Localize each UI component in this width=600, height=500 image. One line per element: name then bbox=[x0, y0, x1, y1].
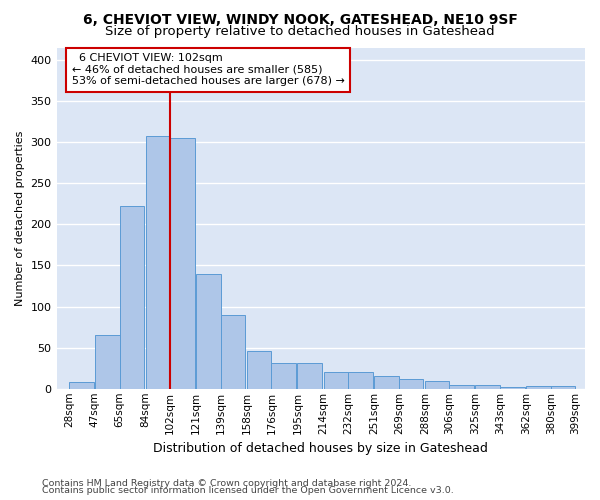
Bar bbox=[425, 380, 449, 389]
Bar bbox=[247, 351, 271, 389]
Bar bbox=[196, 274, 221, 389]
Bar bbox=[374, 376, 399, 389]
Bar bbox=[69, 382, 94, 389]
Bar bbox=[323, 372, 348, 389]
Bar bbox=[500, 387, 525, 389]
Bar bbox=[146, 136, 170, 389]
Bar bbox=[348, 372, 373, 389]
Bar bbox=[271, 364, 296, 389]
Bar bbox=[475, 384, 500, 389]
Text: Size of property relative to detached houses in Gateshead: Size of property relative to detached ho… bbox=[105, 25, 495, 38]
Bar bbox=[449, 384, 474, 389]
Bar bbox=[298, 364, 322, 389]
Bar bbox=[399, 379, 424, 389]
Bar bbox=[95, 336, 119, 389]
Bar bbox=[170, 138, 195, 389]
Text: 6, CHEVIOT VIEW, WINDY NOOK, GATESHEAD, NE10 9SF: 6, CHEVIOT VIEW, WINDY NOOK, GATESHEAD, … bbox=[83, 12, 517, 26]
Bar bbox=[551, 386, 575, 389]
Bar bbox=[119, 206, 144, 389]
Bar bbox=[526, 386, 551, 389]
Bar bbox=[221, 315, 245, 389]
X-axis label: Distribution of detached houses by size in Gateshead: Distribution of detached houses by size … bbox=[154, 442, 488, 455]
Text: Contains public sector information licensed under the Open Government Licence v3: Contains public sector information licen… bbox=[42, 486, 454, 495]
Text: Contains HM Land Registry data © Crown copyright and database right 2024.: Contains HM Land Registry data © Crown c… bbox=[42, 478, 412, 488]
Y-axis label: Number of detached properties: Number of detached properties bbox=[15, 130, 25, 306]
Text: 6 CHEVIOT VIEW: 102sqm
← 46% of detached houses are smaller (585)
53% of semi-de: 6 CHEVIOT VIEW: 102sqm ← 46% of detached… bbox=[71, 54, 344, 86]
